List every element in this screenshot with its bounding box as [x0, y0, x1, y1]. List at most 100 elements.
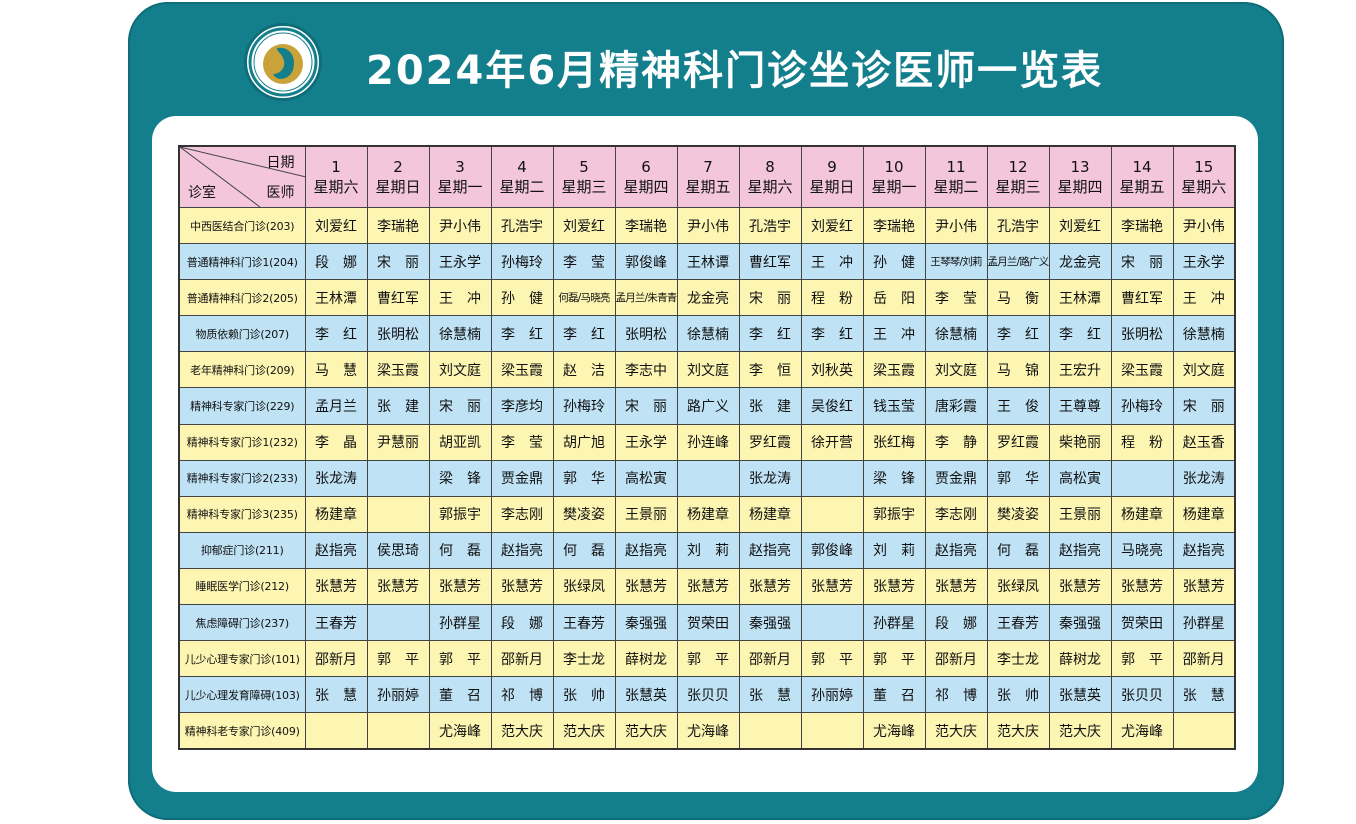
- doctor-cell: 李志中: [614, 351, 678, 389]
- doctor-cell: 刘 莉: [862, 531, 926, 569]
- doctor-cell: 王宏升: [1048, 351, 1112, 389]
- doctor-cell: 李瑞艳: [366, 206, 430, 245]
- doctor-cell: [366, 604, 430, 642]
- table-row: 物质依赖门诊(207) 李 红张明松 徐慧楠李 红李 红张明松 徐慧楠李 红李 红王 …: [178, 315, 1236, 353]
- doctor-cell: 李瑞艳: [1110, 206, 1174, 245]
- doctor-cell: 郭 华: [986, 459, 1050, 497]
- doctor-cell: 孟月兰/路广义: [986, 243, 1050, 281]
- doctor-cell: 张慧芳: [1048, 567, 1112, 606]
- doctor-cell: 马 慧: [304, 351, 368, 389]
- doctor-cell: 徐慧楠: [924, 315, 988, 353]
- table-row: 焦虑障碍门诊(237) 王春芳 孙群星段 娜王春芳 秦强强 贺荣田 秦强强 孙群星段 娜王春…: [178, 604, 1236, 642]
- day-number: 7: [703, 158, 713, 176]
- doctor-cell: 尤海峰: [428, 712, 492, 750]
- table-row: 普通精神科门诊1(204) 段 娜宋 丽王永学 孙梅玲李 莹郭俊峰 王林谭 曹红军王 冲…: [178, 243, 1236, 281]
- doctor-cell: 段 娜: [924, 604, 988, 642]
- day-number: 9: [827, 158, 837, 176]
- weekday-label: 星期五: [685, 178, 731, 196]
- doctor-cell: 赵指亮: [304, 531, 368, 569]
- doctor-cell: 李 红: [304, 315, 368, 353]
- doctor-cell: 张慧英: [614, 676, 678, 714]
- doctor-cell: 李瑞艳: [862, 206, 926, 245]
- doctor-cell: 杨建章: [1110, 495, 1174, 533]
- doctor-cell: 薛树龙: [1048, 640, 1112, 678]
- doctor-cell: 宋 丽: [428, 387, 492, 425]
- doctor-cell: 孙群星: [862, 604, 926, 642]
- doctor-cell: 孙梅玲: [490, 243, 554, 281]
- doctor-cell: 王永学: [614, 423, 678, 461]
- doctor-cell: 贾金鼎: [490, 459, 554, 497]
- clinic-room-name: 普通精神科门诊1(204): [178, 243, 306, 281]
- table-row: 精神科专家门诊3(235) 杨建章 郭振宇 李志刚 樊凌姿 王景丽 杨建章 杨建章 郭振宇 李志刚…: [178, 495, 1236, 533]
- doctor-cell: 梁玉霞: [490, 351, 554, 389]
- doctor-cell: 杨建章: [676, 495, 740, 533]
- doctor-cell: 曹红军: [366, 279, 430, 317]
- doctor-cell: [738, 712, 802, 750]
- table-row: 睡眠医学门诊(212) 张慧芳 张慧芳 张慧芳 张慧芳 张绿凤 张慧芳 张慧芳 张慧芳 张慧芳 张慧…: [178, 567, 1236, 606]
- doctor-cell: 杨建章: [1172, 495, 1236, 533]
- doctor-cell: 梁玉霞: [1110, 351, 1174, 389]
- doctor-cell: [366, 495, 430, 533]
- doctor-cell: 王永学: [428, 243, 492, 281]
- doctor-cell: 张 帅: [986, 676, 1050, 714]
- hospital-logo-icon: [244, 23, 322, 101]
- clinic-room-name: 睡眠医学门诊(212): [178, 567, 306, 606]
- doctor-cell: 贾金鼎: [924, 459, 988, 497]
- doctor-cell: 程 粉: [800, 279, 864, 317]
- doctor-cell: 刘文庭: [924, 351, 988, 389]
- weekday-label: 星期六: [313, 178, 359, 196]
- doctor-cell: 张贝贝: [676, 676, 740, 714]
- clinic-room-name: 中西医结合门诊(203): [178, 206, 306, 245]
- doctor-cell: [366, 712, 430, 750]
- doctor-cell: 赵指亮: [924, 531, 988, 569]
- doctor-cell: 郭 平: [366, 640, 430, 678]
- doctor-cell: 邵新月: [490, 640, 554, 678]
- clinic-room-name: 精神科专家门诊3(235): [178, 495, 306, 533]
- doctor-cell: 郭俊峰: [614, 243, 678, 281]
- day-header: 6 星期四: [614, 145, 678, 208]
- doctor-cell: 郭 平: [1110, 640, 1174, 678]
- doctor-cell: 宋 丽: [366, 243, 430, 281]
- doctor-cell: 李 晶: [304, 423, 368, 461]
- doctor-cell: 李彦均: [490, 387, 554, 425]
- doctor-cell: 尹小伟: [676, 206, 740, 245]
- doctor-cell: 张慧芳: [738, 567, 802, 606]
- doctor-cell: 郭振宇: [428, 495, 492, 533]
- clinic-room-name: 老年精神科门诊(209): [178, 351, 306, 389]
- doctor-cell: 路广义: [676, 387, 740, 425]
- doctor-cell: 刘爱红: [552, 206, 616, 245]
- table-row: 抑郁症门诊(211) 赵指亮 侯思琦何 磊赵指亮何 磊赵指亮刘 莉赵指亮 郭俊峰刘 莉…: [178, 531, 1236, 569]
- doctor-cell: 宋 丽: [614, 387, 678, 425]
- doctor-cell: 张 慧: [304, 676, 368, 714]
- doctor-cell: 尹小伟: [1172, 206, 1236, 245]
- clinic-room-name: 焦虑障碍门诊(237): [178, 604, 306, 642]
- doctor-cell: 郭 华: [552, 459, 616, 497]
- doctor-cell: [800, 459, 864, 497]
- doctor-cell: 刘文庭: [1172, 351, 1236, 389]
- clinic-room-name: 精神科专家门诊1(232): [178, 423, 306, 461]
- doctor-cell: 张贝贝: [1110, 676, 1174, 714]
- weekday-label: 星期六: [1181, 178, 1227, 196]
- doctor-cell: 罗红霞: [738, 423, 802, 461]
- doctor-cell: 李 莹: [490, 423, 554, 461]
- doctor-cell: 范大庆: [986, 712, 1050, 750]
- doctor-cell: 郭 平: [862, 640, 926, 678]
- doctor-cell: 张慧芳: [676, 567, 740, 606]
- doctor-cell: 李士龙: [986, 640, 1050, 678]
- table-row: 精神科专家门诊1(232) 李 晶尹慧丽 胡亚凯李 莹胡广旭 王永学 孙连峰 罗红霞 徐开营…: [178, 423, 1236, 461]
- doctor-cell: 邵新月: [304, 640, 368, 678]
- doctor-cell: 张慧芳: [490, 567, 554, 606]
- doctor-cell: 胡亚凯: [428, 423, 492, 461]
- doctor-cell: 张慧芳: [800, 567, 864, 606]
- doctor-cell: 马 锦: [986, 351, 1050, 389]
- clinic-room-name: 儿少心理专家门诊(101): [178, 640, 306, 678]
- doctor-cell: 赵指亮: [614, 531, 678, 569]
- doctor-cell: 赵指亮: [1172, 531, 1236, 569]
- doctor-cell: 樊凌姿: [986, 495, 1050, 533]
- table-row: 儿少心理发育障碍(103) 张 慧孙丽婷董 召祁 博张 帅张慧英 张贝贝张 慧孙丽婷…: [178, 676, 1236, 714]
- doctor-cell: 李士龙: [552, 640, 616, 678]
- doctor-cell: 贺荣田: [1110, 604, 1174, 642]
- doctor-cell: 岳 阳: [862, 279, 926, 317]
- doctor-cell: 王林谭: [676, 243, 740, 281]
- day-number: 15: [1194, 158, 1214, 176]
